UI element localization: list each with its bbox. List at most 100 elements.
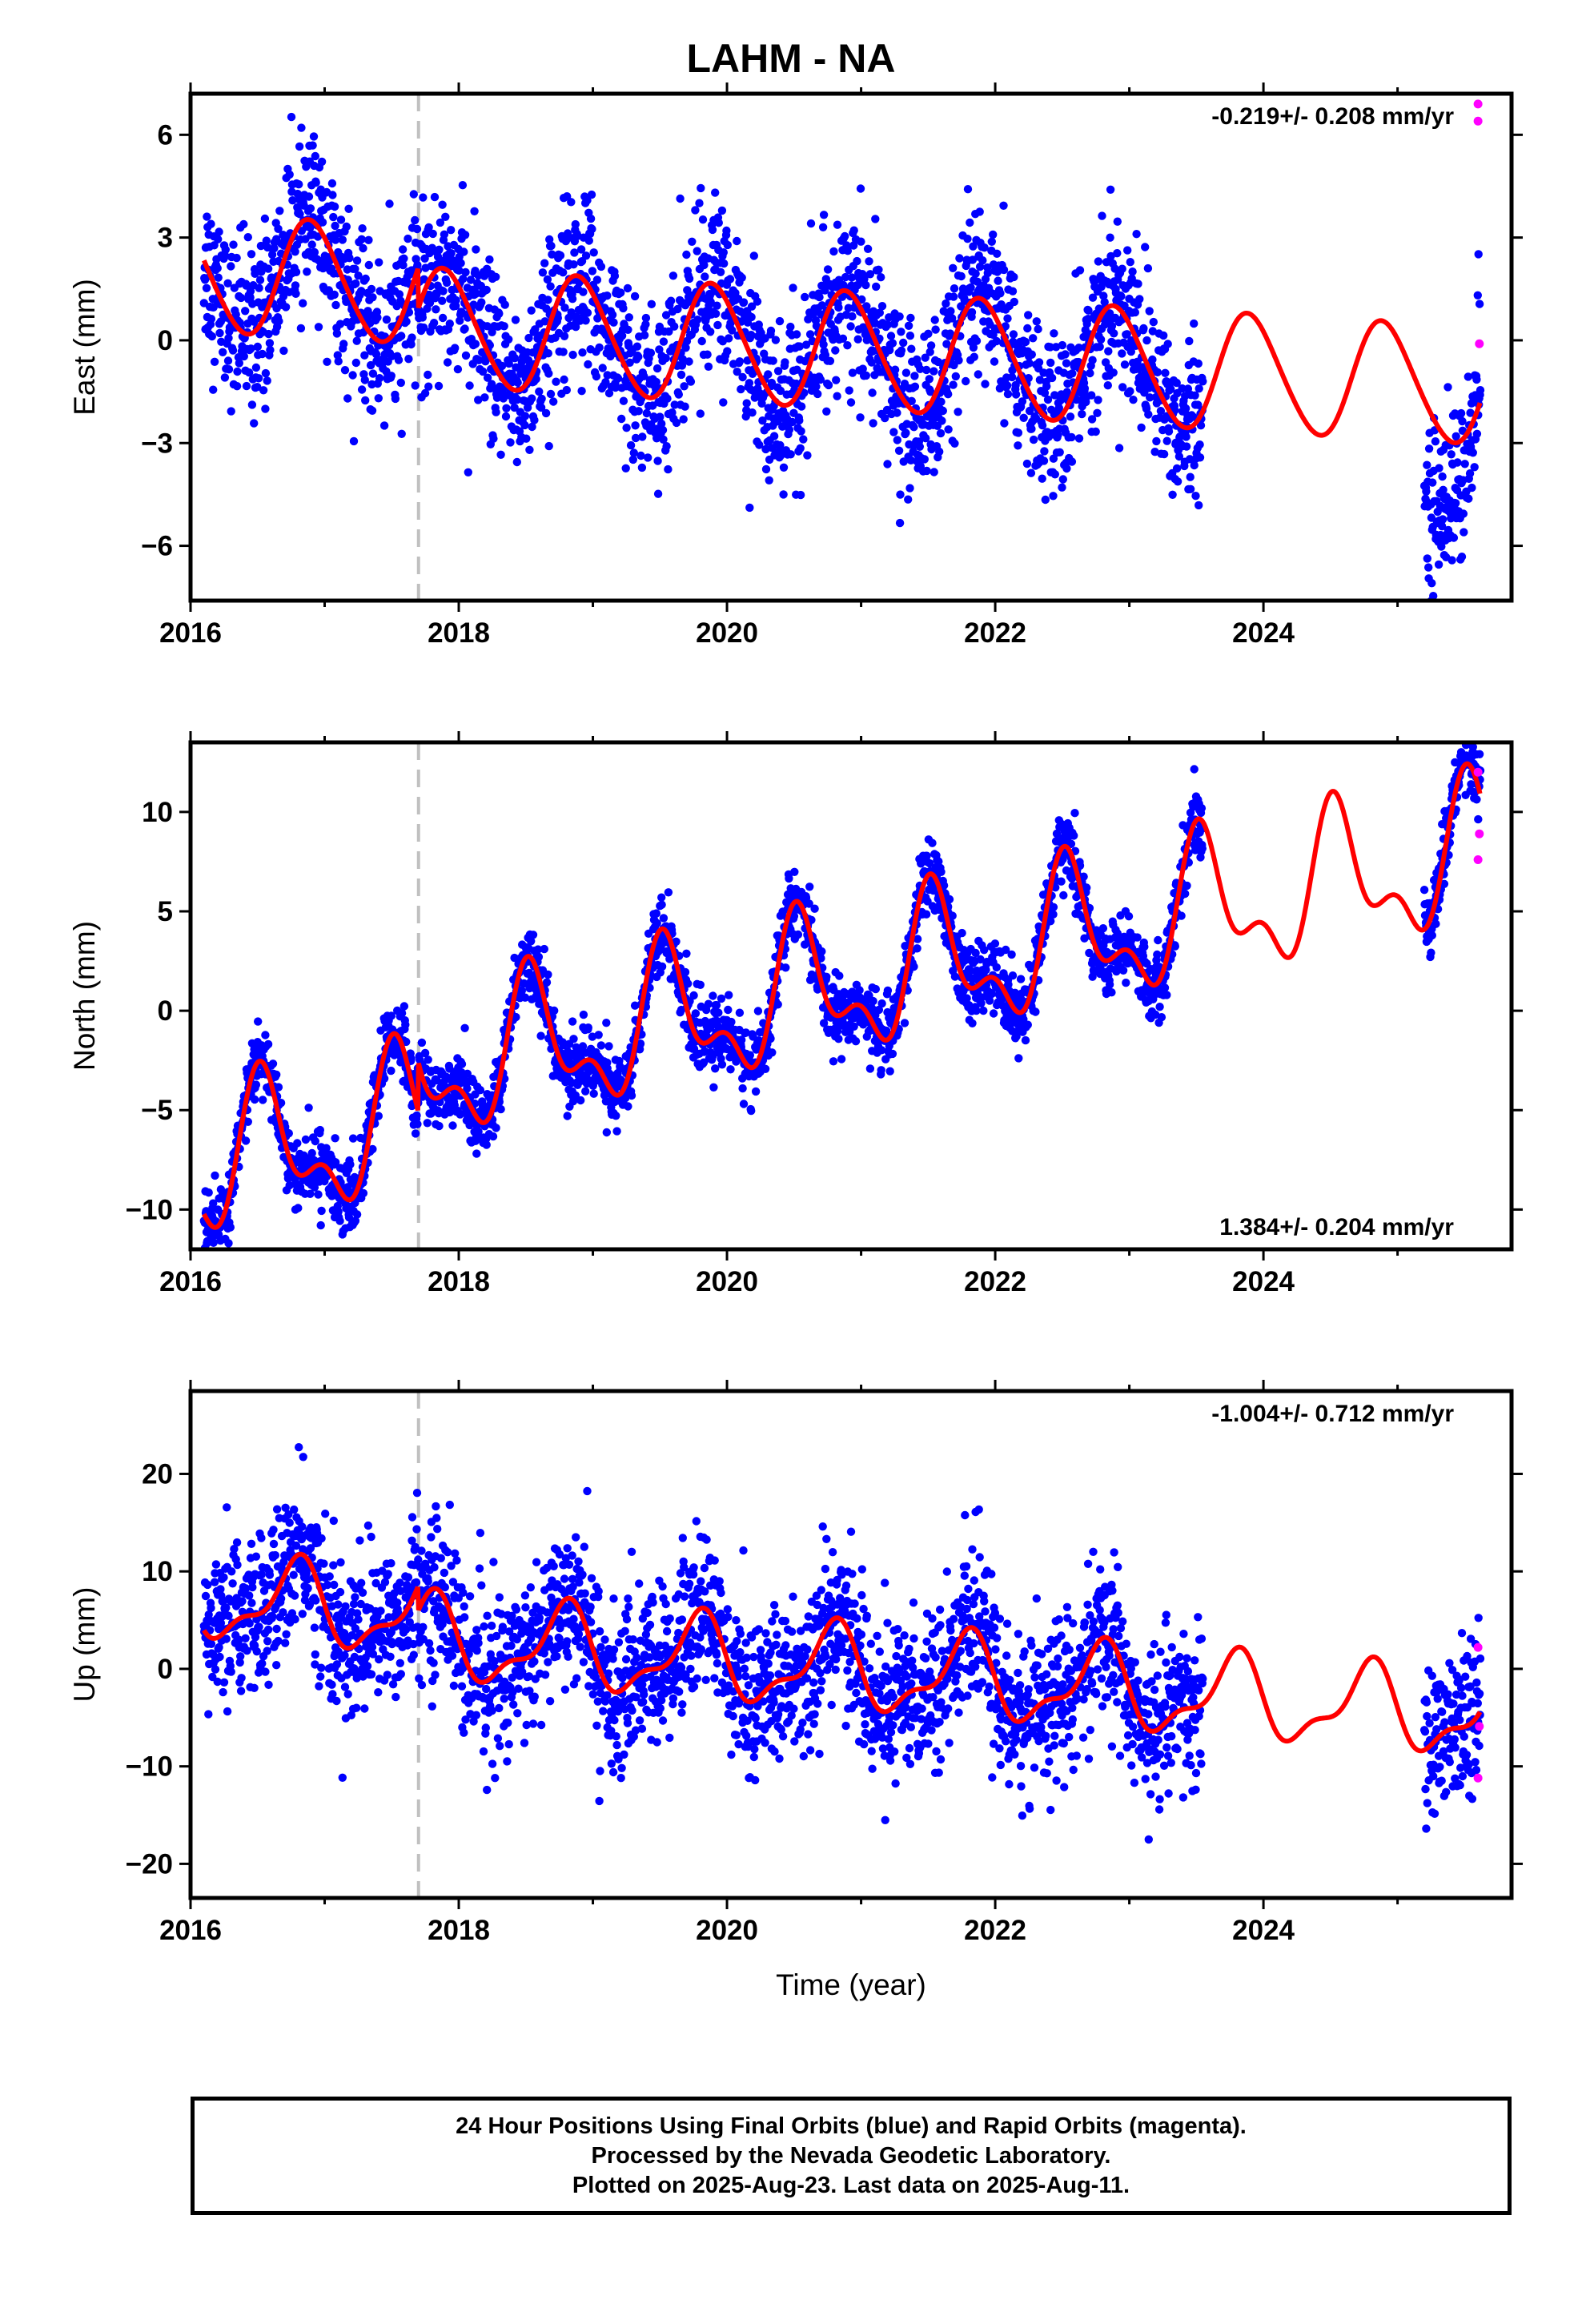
final-point (612, 1127, 621, 1136)
final-point (950, 284, 959, 293)
final-point (966, 218, 974, 227)
final-point (588, 1032, 597, 1041)
final-point (995, 384, 1005, 393)
final-point (1043, 395, 1053, 404)
final-point (725, 275, 735, 283)
final-point (973, 277, 982, 286)
final-point (930, 367, 938, 376)
final-point (739, 1100, 749, 1108)
final-point (461, 351, 471, 360)
final-point (345, 254, 354, 263)
final-point (999, 201, 1008, 210)
final-point (492, 408, 500, 416)
plot-area (199, 94, 1485, 601)
final-point (368, 369, 378, 378)
final-point (1024, 374, 1033, 383)
final-point (559, 348, 568, 356)
final-point (624, 325, 632, 334)
final-point (531, 325, 540, 334)
final-point (577, 387, 586, 396)
final-point (239, 219, 248, 229)
final-point (261, 368, 271, 378)
final-point (560, 375, 568, 384)
final-point (241, 307, 250, 316)
final-point (874, 265, 883, 274)
final-point (619, 396, 628, 405)
final-point (1126, 347, 1136, 356)
final-point (245, 368, 254, 377)
final-point (255, 275, 265, 284)
final-point (704, 999, 713, 1008)
final-point (451, 344, 460, 352)
rapid-point (1473, 99, 1483, 109)
final-point (1050, 391, 1059, 400)
final-point (436, 218, 445, 227)
final-point (291, 289, 300, 298)
final-point (1023, 324, 1032, 333)
final-point (279, 292, 288, 301)
final-point (1460, 460, 1469, 468)
final-point (1113, 217, 1122, 226)
rapid-point (1475, 339, 1484, 348)
final-point (1452, 432, 1460, 440)
final-point (511, 316, 520, 324)
final-point (1435, 464, 1443, 472)
final-point (1172, 464, 1182, 473)
final-point (1025, 359, 1034, 368)
final-point (747, 302, 757, 311)
final-point (944, 390, 953, 399)
final-point (848, 312, 857, 321)
final-point (596, 1041, 606, 1050)
final-point (805, 330, 815, 339)
final-point (788, 417, 797, 427)
final-point (276, 1099, 286, 1108)
final-point (1132, 230, 1141, 239)
final-point (845, 386, 853, 395)
final-point (546, 282, 555, 291)
final-point (1148, 327, 1158, 336)
x-tick-label: 2022 (964, 617, 1026, 649)
final-point (904, 321, 913, 330)
final-point (853, 256, 861, 266)
final-point (1168, 490, 1177, 499)
final-point (430, 192, 440, 202)
final-point (331, 235, 340, 244)
final-point (1464, 372, 1473, 381)
final-point (215, 328, 224, 338)
final-point (872, 282, 881, 292)
final-point (1034, 358, 1044, 367)
final-point (460, 324, 469, 333)
final-point (719, 248, 728, 257)
final-point (747, 331, 756, 340)
final-point (1137, 423, 1146, 432)
final-point (447, 226, 456, 235)
final-point (527, 937, 536, 946)
final-point (857, 237, 865, 246)
final-point (510, 354, 520, 363)
final-point (889, 428, 898, 436)
final-point (411, 381, 420, 390)
final-point (404, 234, 412, 243)
final-point (930, 316, 939, 324)
final-point (596, 262, 606, 271)
final-point (209, 385, 218, 394)
final-point (958, 928, 966, 938)
final-point (1010, 272, 1018, 282)
final-point (901, 368, 911, 377)
final-point (769, 432, 779, 440)
final-point (1447, 556, 1456, 565)
final-point (333, 351, 342, 360)
final-point (728, 326, 737, 335)
final-point (946, 307, 955, 316)
final-point (632, 342, 642, 351)
final-point (781, 358, 789, 367)
final-point (571, 1091, 580, 1100)
final-point (543, 275, 552, 284)
final-point (1447, 450, 1456, 459)
final-point (835, 971, 844, 980)
final-point (661, 354, 670, 363)
final-point (1152, 436, 1161, 446)
final-point (587, 190, 596, 199)
final-point (1473, 291, 1483, 300)
final-point (1146, 393, 1154, 402)
